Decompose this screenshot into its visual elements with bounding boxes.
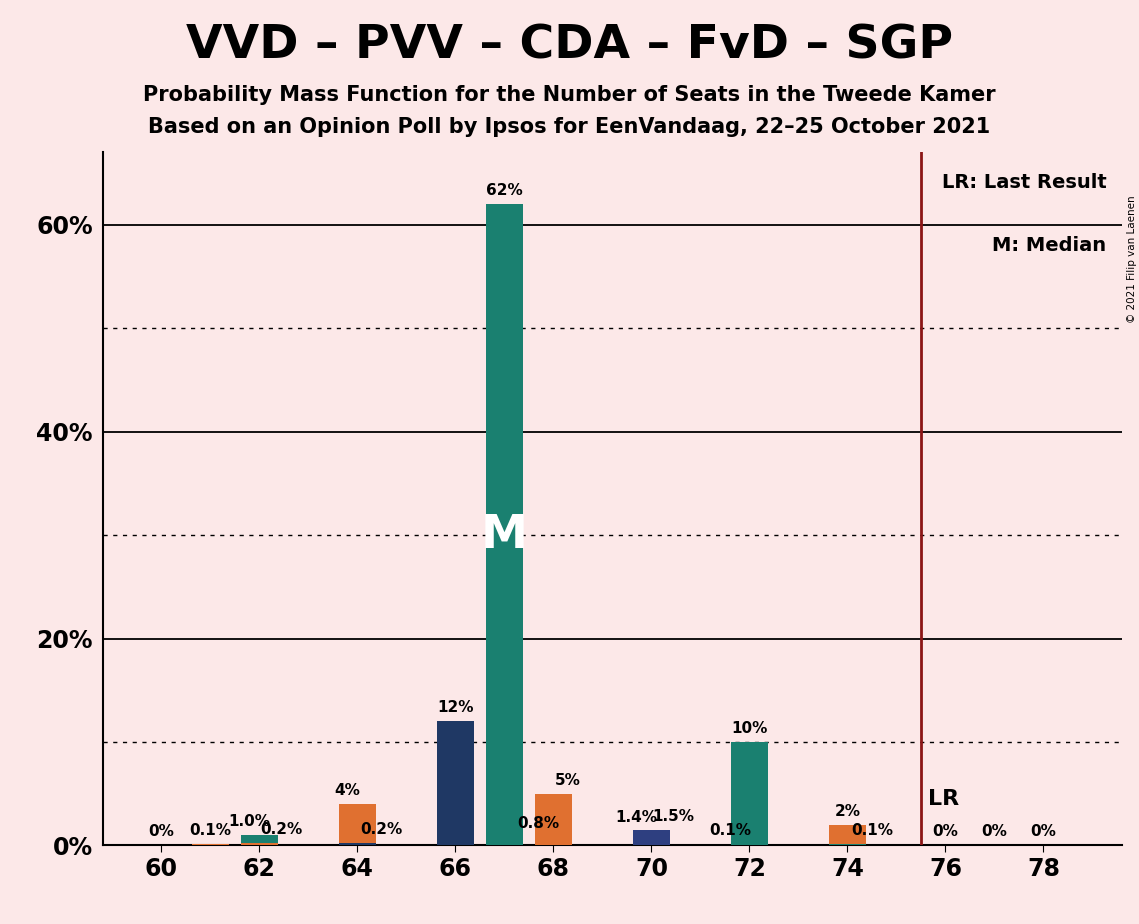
Text: © 2021 Filip van Laenen: © 2021 Filip van Laenen — [1126, 195, 1137, 322]
Bar — [241, 844, 278, 845]
Text: 62%: 62% — [486, 183, 523, 198]
Text: M: Median: M: Median — [992, 236, 1107, 255]
Bar — [437, 722, 474, 845]
Text: Based on an Opinion Poll by Ipsos for EenVandaag, 22–25 October 2021: Based on an Opinion Poll by Ipsos for Ee… — [148, 117, 991, 138]
Text: 0%: 0% — [1031, 824, 1057, 839]
Text: LR: Last Result: LR: Last Result — [942, 174, 1107, 192]
Text: 0.2%: 0.2% — [361, 822, 403, 837]
Text: 0%: 0% — [933, 824, 958, 839]
Bar — [486, 204, 523, 845]
Text: 5%: 5% — [555, 772, 581, 787]
Bar — [633, 830, 670, 845]
Bar — [731, 742, 768, 845]
Text: M: M — [481, 513, 527, 558]
Bar — [535, 794, 572, 845]
Bar — [535, 837, 572, 845]
Bar — [633, 831, 670, 845]
Text: 0.1%: 0.1% — [851, 823, 893, 838]
Text: 0.1%: 0.1% — [189, 823, 231, 838]
Text: 10%: 10% — [731, 721, 768, 736]
Text: 12%: 12% — [437, 700, 474, 715]
Text: Probability Mass Function for the Number of Seats in the Tweede Kamer: Probability Mass Function for the Number… — [144, 85, 995, 105]
Text: 4%: 4% — [335, 783, 361, 798]
Text: 0.1%: 0.1% — [708, 823, 751, 838]
Text: 1.5%: 1.5% — [653, 808, 695, 823]
Bar — [829, 825, 866, 845]
Text: 1.0%: 1.0% — [229, 814, 271, 829]
Text: 0.2%: 0.2% — [261, 822, 303, 837]
Text: 2%: 2% — [835, 804, 860, 819]
Bar — [339, 844, 376, 845]
Text: 0%: 0% — [982, 824, 1007, 839]
Bar — [241, 835, 278, 845]
Text: 1.4%: 1.4% — [616, 809, 657, 825]
Text: 0%: 0% — [148, 824, 174, 839]
Bar — [339, 804, 376, 845]
Text: LR: LR — [928, 789, 959, 808]
Text: VVD – PVV – CDA – FvD – SGP: VVD – PVV – CDA – FvD – SGP — [186, 23, 953, 68]
Text: 0.8%: 0.8% — [517, 816, 559, 831]
